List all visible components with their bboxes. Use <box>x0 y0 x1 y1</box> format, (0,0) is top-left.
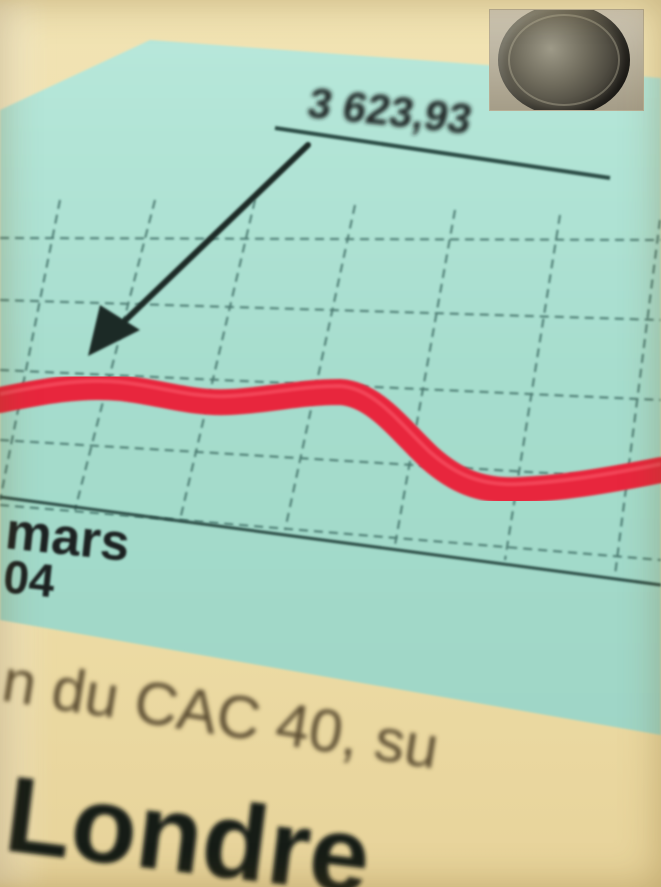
value-underline <box>274 126 611 180</box>
chart-series-highlight <box>0 378 661 487</box>
down-arrow-icon <box>88 142 311 356</box>
coin-inset <box>489 9 644 111</box>
date-month-label: mars <box>3 502 133 573</box>
caption-line-2: Londre <box>0 753 377 887</box>
chart-baseline <box>0 495 661 587</box>
coin-icon <box>498 10 630 110</box>
date-year-label: 04 <box>1 550 58 607</box>
chart-series-line <box>0 373 661 504</box>
